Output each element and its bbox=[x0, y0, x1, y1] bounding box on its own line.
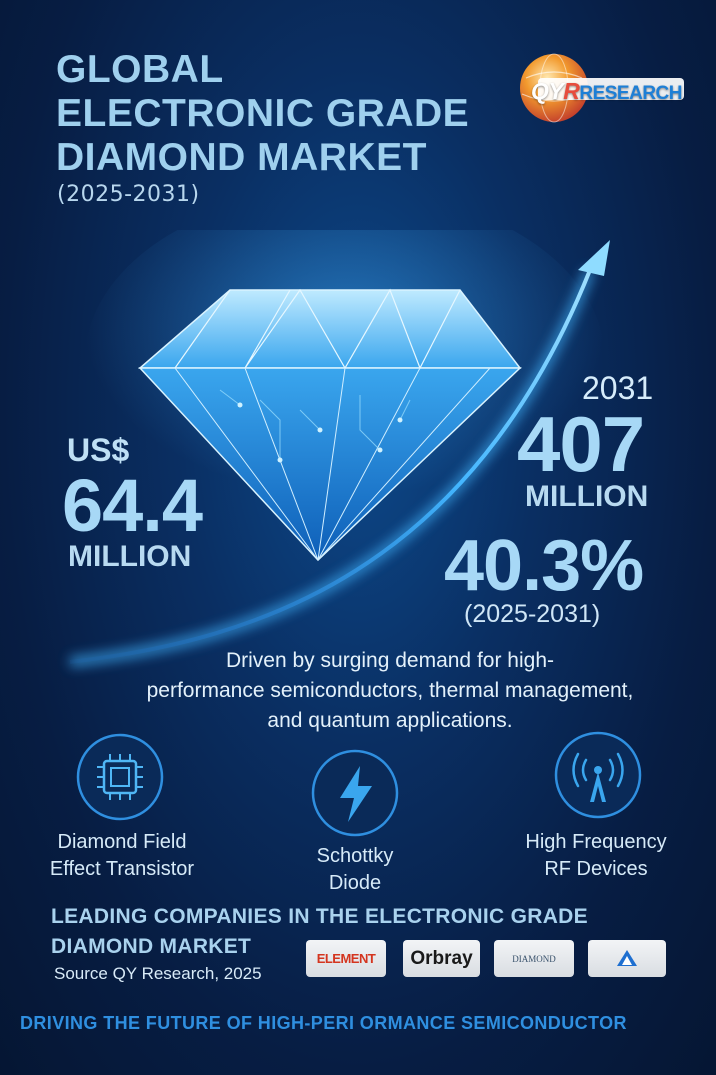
logo-brand-qy: QY bbox=[531, 78, 564, 104]
cagr-period: (2025-2031) bbox=[464, 600, 601, 628]
chip-icon bbox=[76, 733, 164, 821]
globe-icon bbox=[520, 53, 684, 123]
market-description: Driven by surging demand for high- perfo… bbox=[70, 646, 710, 736]
application-label-fet: Diamond Field Effect Transistor bbox=[49, 831, 195, 880]
base-value-unit: MILLION bbox=[68, 540, 192, 573]
infographic-title: GLOBAL ELECTRONIC GRADE DIAMOND MARKET bbox=[56, 48, 496, 180]
footer-tagline: DRIVING THE FUTURE OF HIGH-PERI ORMANCE … bbox=[20, 1013, 627, 1033]
title-line-2: ELECTRONIC GRADE bbox=[56, 92, 470, 135]
base-currency: US$ bbox=[67, 432, 130, 468]
title-line-3: DIAMOND MARKET bbox=[56, 136, 427, 179]
company-logo-diamond: DIAMOND bbox=[494, 940, 574, 977]
description-line-3: and quantum applications. bbox=[267, 709, 513, 732]
diamond-illustration bbox=[69, 230, 610, 667]
logo-brand-research: RESEARCH bbox=[579, 83, 682, 104]
source-note: Source QY Research, 2025 bbox=[54, 964, 262, 983]
description-line-1: Driven by surging demand for high- bbox=[225, 649, 554, 672]
antenna-icon bbox=[554, 731, 642, 819]
company-logo-element: ELEMENT bbox=[306, 940, 386, 977]
description-line-2: performance semiconductors, thermal mana… bbox=[146, 679, 634, 702]
forecast-year: 2031 bbox=[582, 370, 654, 406]
forecast-market-value: 407 bbox=[517, 400, 645, 488]
companies-title: LEADING COMPANIES IN THE ELECTRONIC GRAD… bbox=[51, 905, 588, 958]
application-label-schottky: Schottky Diode bbox=[316, 845, 394, 894]
title-line-1: GLOBAL bbox=[56, 48, 224, 91]
base-market-value: 64.4 bbox=[62, 464, 203, 547]
qyr-logo-text: QYRRESEARCH bbox=[531, 78, 682, 104]
triangle-logo-icon bbox=[617, 949, 637, 966]
forecast-value-unit: MILLION bbox=[525, 480, 649, 513]
cagr-value: 40.3% bbox=[444, 526, 644, 606]
application-label-rf: High Frequency RF Devices bbox=[525, 831, 667, 880]
company-logo-orbray: Orbray bbox=[403, 940, 480, 977]
title-years: (2025-2031) bbox=[57, 182, 200, 207]
lightning-icon bbox=[311, 749, 399, 837]
company-logo-triangle bbox=[588, 940, 666, 977]
diamond-shape bbox=[137, 288, 522, 562]
